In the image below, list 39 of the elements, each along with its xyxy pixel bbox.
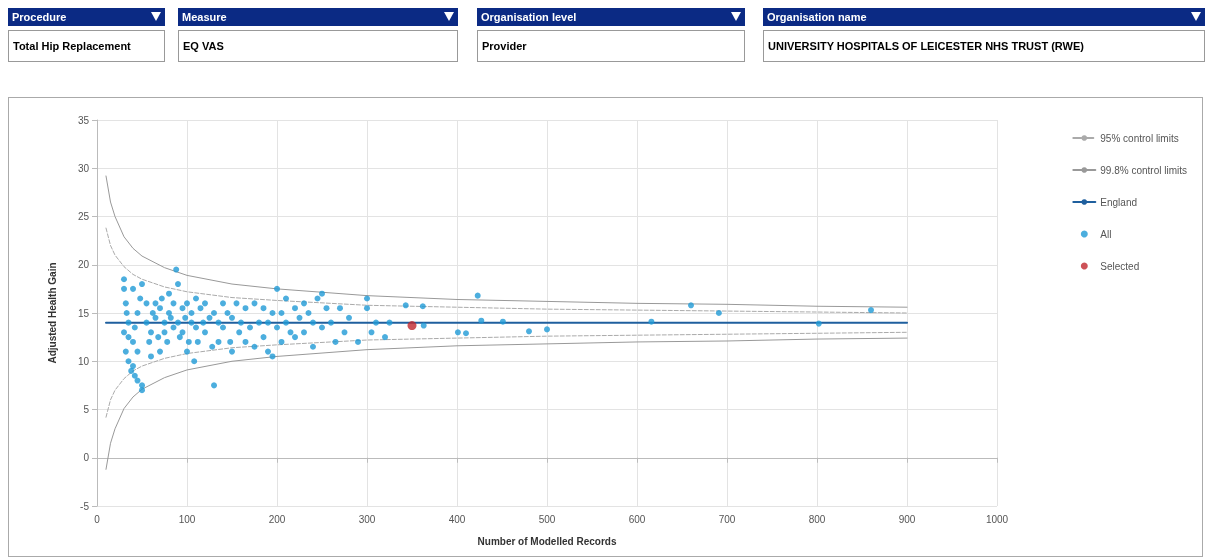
y-tick-label: 15 [77,307,90,319]
x-tick-label: 1000 [985,513,1009,525]
text: Total Hip Replacement [8,30,165,62]
legend-label: 99.8% control limits [1100,164,1187,176]
x-tick-label: 800 [808,513,826,525]
text: Organisation level [477,8,745,26]
x-tick-label: 300 [358,513,376,525]
y-tick-label: 25 [77,211,90,222]
y-tick-label: 35 [77,114,90,126]
x-tick-label: 600 [628,513,646,525]
y-tick-label: 30 [77,162,90,174]
text: EQ VAS [178,30,458,62]
legend-label: Selected [1100,260,1140,272]
x-tick-label: 700 [718,513,736,525]
line-series [105,337,908,470]
x-tick-label: 900 [898,513,916,525]
text: Measure [178,8,458,26]
x-tick-label: 200 [268,513,286,525]
line-series [105,175,908,308]
text: Organisation name [763,8,1205,26]
legend-label: 95% control limits [1100,132,1179,144]
line-series [105,227,908,314]
legend-label: England [1100,196,1137,208]
y-tick-label: 5 [83,404,90,415]
x-tick-label: 500 [538,513,556,525]
y-tick-label: 20 [77,259,90,271]
legend-label: All [1100,228,1112,240]
text: UNIVERSITY HOSPITALS OF LEICESTER NHS TRUST (RWE) [763,30,1205,62]
y-axis-title: Adjusted Health Gain [46,262,58,364]
y-tick-label: -5 [80,500,90,512]
line-series [105,331,908,418]
y-tick-label: 0 [83,452,90,464]
x-axis-title: Number of Modelled Records [477,535,617,547]
text: Procedure [8,8,165,26]
x-tick-label: 100 [178,513,196,525]
y-tick-label: 10 [77,355,90,367]
x-tick-label: 400 [448,513,466,525]
x-tick-label: 0 [94,513,101,525]
text: Provider [477,30,745,62]
